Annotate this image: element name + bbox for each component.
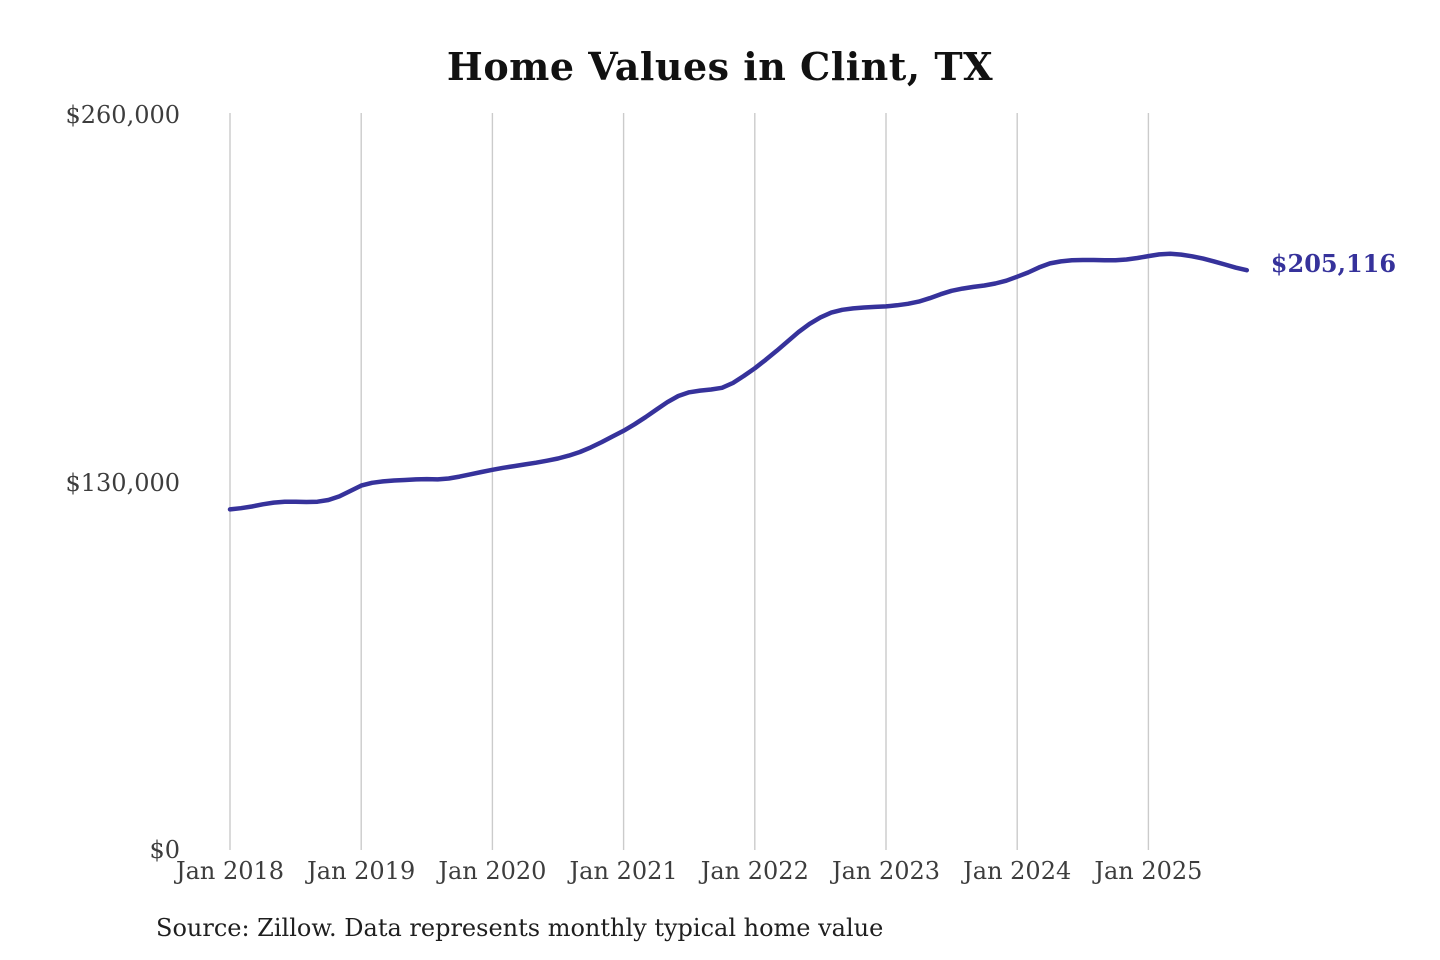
- home-value-line: [227, 251, 1250, 512]
- x-tick-label: Jan 2024: [963, 857, 1072, 885]
- x-tick-label: Jan 2020: [438, 857, 547, 885]
- chart-title: Home Values in Clint, TX: [446, 44, 994, 89]
- x-tick-label: Jan 2018: [175, 857, 285, 885]
- y-tick-label: $0: [149, 836, 180, 864]
- y-tick-label: $260,000: [65, 101, 180, 129]
- x-tick-label: Jan 2019: [307, 857, 416, 885]
- x-tick-label: Jan 2023: [831, 857, 941, 885]
- x-tick-label: Jan 2021: [569, 857, 678, 885]
- current-value-label: $205,116: [1270, 249, 1397, 279]
- y-tick-label: $130,000: [65, 468, 180, 497]
- source-note: Source: Zillow. Data represents monthly …: [156, 914, 884, 942]
- x-tick-label: Jan 2025: [1094, 857, 1203, 885]
- x-tick-label: Jan 2022: [700, 857, 809, 885]
